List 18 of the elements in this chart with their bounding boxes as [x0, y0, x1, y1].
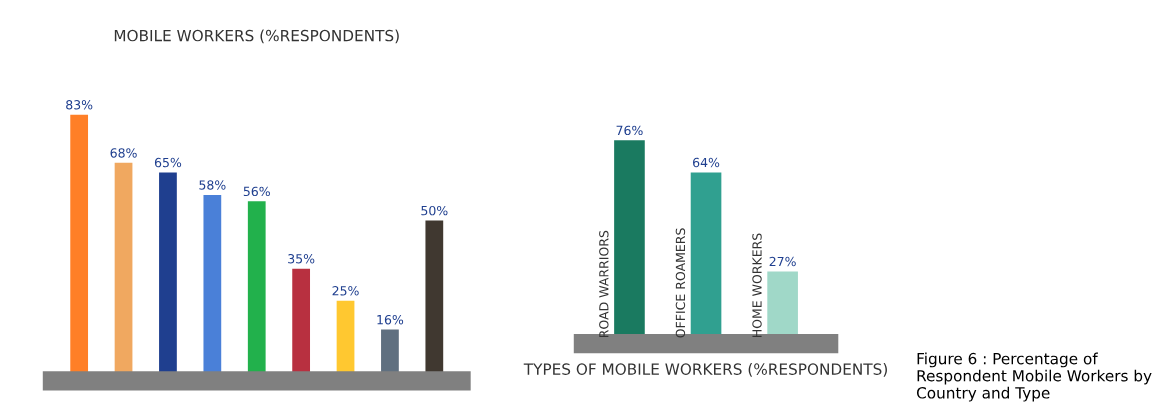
data-label: 56% [243, 186, 270, 197]
data-label: 35% [288, 254, 315, 264]
data-label: 65% [154, 157, 182, 168]
chart-title: MOBILE WORKERS (%RESPONDENTS) [114, 29, 399, 44]
x-tick-label: HOME WORKERS [752, 233, 762, 338]
data-label: 83% [66, 100, 93, 110]
data-label: 58% [199, 180, 226, 190]
data-label: 16% [377, 314, 404, 325]
data-label: 27% [769, 256, 796, 267]
x-tick-label: ROAD WARRIORS [599, 230, 609, 338]
data-label: 76% [616, 125, 643, 136]
data-label: 50% [421, 205, 448, 216]
data-label: 25% [332, 286, 359, 296]
caption: Figure 6 : Percentage of Respondent Mobile Workers by Country and Type [916, 352, 1152, 402]
x-tick-label: OFFICE ROAMERS [675, 228, 686, 338]
data-label: 64% [693, 157, 720, 168]
data-label: 68% [110, 148, 137, 158]
x-axis-title: TYPES OF MOBILE WORKERS (%RESPONDENTS) [523, 363, 887, 377]
